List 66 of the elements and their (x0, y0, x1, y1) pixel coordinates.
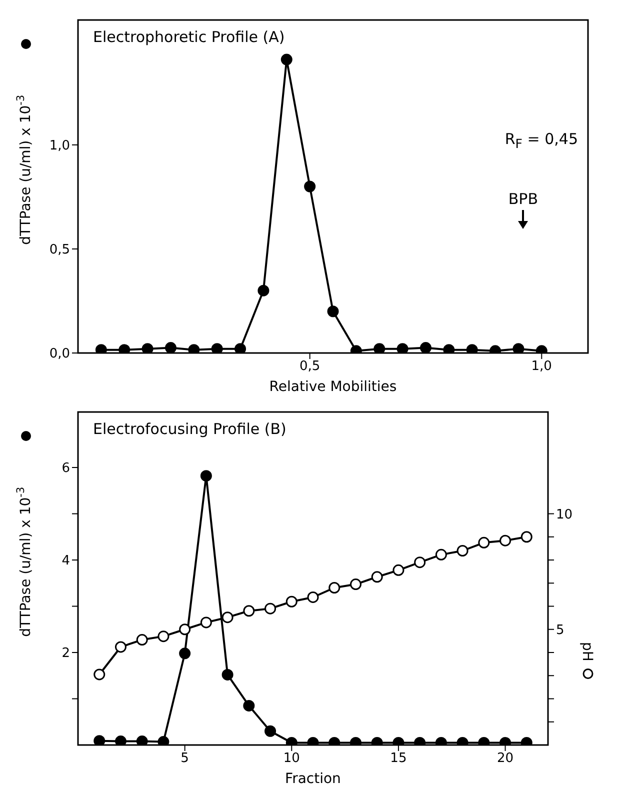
point (114, 641, 126, 653)
point (327, 306, 339, 318)
point (164, 342, 176, 353)
y-tick-label: 2 (62, 646, 70, 662)
annotation: BPB (508, 190, 538, 208)
x-tick-label: 5 (180, 751, 189, 766)
point (94, 668, 106, 680)
point (95, 344, 107, 353)
y-tick-label: 6 (62, 461, 70, 476)
point (286, 596, 298, 608)
point (243, 605, 255, 617)
point (371, 571, 383, 583)
x-tick-label: 20 (497, 751, 514, 766)
y-tick-label: 0,0 (49, 346, 70, 362)
point (142, 343, 154, 353)
point (443, 344, 455, 353)
point (222, 612, 234, 624)
point (243, 700, 255, 712)
point (456, 545, 468, 556)
point (179, 648, 191, 660)
point (512, 343, 524, 353)
point (179, 624, 191, 636)
x-axis-title: Fraction (285, 771, 341, 787)
x-tick-label: 10 (283, 751, 300, 766)
point (158, 736, 170, 745)
point (374, 343, 386, 353)
point (328, 582, 340, 594)
y-tick-label: 1,0 (49, 138, 70, 154)
point (200, 616, 212, 628)
point (222, 668, 234, 680)
point (435, 548, 447, 560)
point (136, 634, 148, 646)
point (500, 534, 512, 546)
text: Electrophoretic Profile (A) (93, 28, 285, 46)
point (264, 725, 276, 737)
point (396, 343, 408, 353)
point (280, 54, 292, 66)
point (420, 342, 432, 353)
y2-tick-label: 5 (556, 622, 564, 638)
point (234, 343, 246, 353)
x-axis-title: Relative Mobilities (269, 379, 397, 395)
annotation: R$_{F}$ = 0,45 (504, 130, 578, 151)
point (188, 344, 200, 353)
point (350, 578, 362, 590)
point (94, 735, 106, 745)
point (264, 602, 276, 614)
y-tick-label: 0,5 (49, 242, 70, 258)
x-tick-label: 15 (390, 751, 407, 766)
point (258, 284, 270, 296)
y2-tick-label: 10 (556, 507, 573, 522)
point (392, 564, 404, 576)
point (114, 736, 126, 745)
y2-axis-title: pH (579, 642, 595, 662)
point (466, 344, 478, 353)
point (414, 556, 426, 568)
point (304, 180, 316, 192)
point (158, 630, 170, 642)
point (478, 536, 490, 548)
point (307, 591, 319, 603)
text: Electrofocusing Profile (B) (93, 420, 286, 438)
point (200, 470, 212, 482)
point (520, 531, 532, 543)
y-tick-label: 4 (62, 554, 70, 569)
point (211, 343, 223, 353)
point (136, 736, 148, 745)
point (118, 344, 130, 353)
